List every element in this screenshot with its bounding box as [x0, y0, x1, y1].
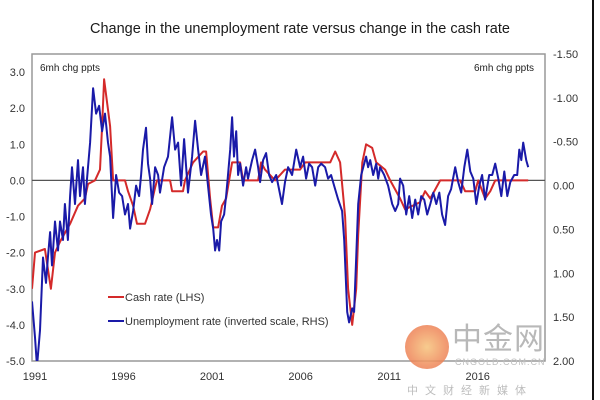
- left-tick-label: -3.0: [6, 284, 25, 296]
- chart-title: Change in the unemployment rate versus c…: [90, 21, 510, 37]
- logo-swirl-icon: [405, 325, 449, 369]
- right-tick-label: -1.50: [553, 49, 578, 61]
- x-tick-label: 1991: [23, 371, 47, 383]
- right-tick-label: 1.50: [553, 312, 574, 324]
- x-tick-label: 2011: [377, 371, 401, 383]
- x-tick-label: 2001: [200, 371, 224, 383]
- watermark-url: CNGOLD.COM.CN: [455, 357, 546, 367]
- right-tick-label: 0.50: [553, 224, 574, 236]
- watermark-brand: 中金网: [452, 322, 545, 357]
- watermark-tagline: 中文财经新媒体: [407, 384, 533, 397]
- right-tick-label: -0.50: [553, 137, 578, 149]
- left-tick-label: 0.0: [10, 175, 25, 187]
- left-tick-label: 2.0: [10, 103, 25, 115]
- watermark-logo: 中金网 CNGOLD.COM.CN 中文财经新媒体: [405, 325, 555, 400]
- left-tick-label: -5.0: [6, 356, 25, 368]
- right-axis-label: 6mh chg ppts: [474, 63, 534, 74]
- right-tick-label: 1.00: [553, 268, 574, 280]
- left-tick-label: -4.0: [6, 320, 25, 332]
- left-tick-label: 1.0: [10, 139, 25, 151]
- series-line-cash-rate: [32, 78, 529, 326]
- left-axis-label: 6mh chg ppts: [40, 63, 100, 74]
- x-tick-label: 1996: [111, 371, 135, 383]
- left-tick-label: -1.0: [6, 212, 25, 224]
- left-tick-label: 3.0: [10, 67, 25, 79]
- legend-label: Unemployment rate (inverted scale, RHS): [125, 316, 329, 328]
- right-tick-label: 2.00: [553, 356, 574, 368]
- series-line-unemployment-rate: [32, 87, 530, 361]
- plot-frame: [31, 53, 546, 362]
- left-tick-label: -2.0: [6, 248, 25, 260]
- right-tick-label: 0.00: [553, 181, 574, 193]
- legend-label: Cash rate (LHS): [125, 292, 204, 304]
- right-border: [592, 0, 594, 400]
- x-tick-label: 2016: [465, 371, 489, 383]
- x-tick-label: 2006: [288, 371, 312, 383]
- right-tick-label: -1.00: [553, 93, 578, 105]
